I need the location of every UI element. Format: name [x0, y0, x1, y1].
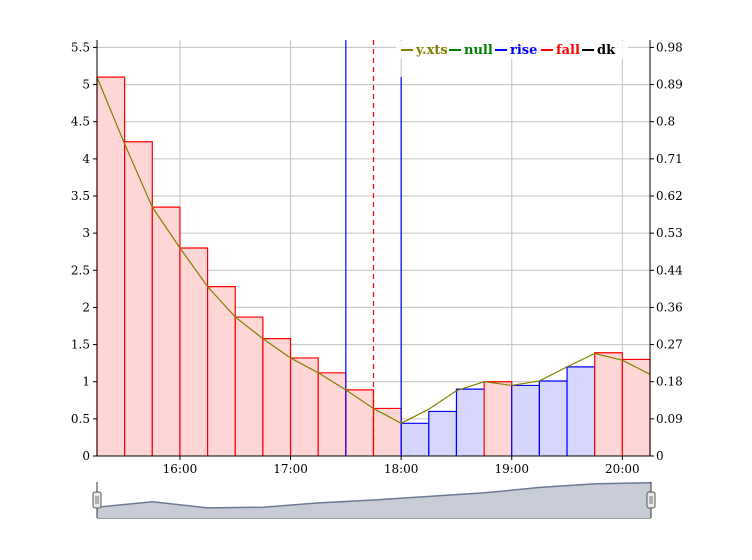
series-line-yxts [96, 76, 651, 424]
range-right-handle[interactable] [646, 491, 656, 509]
y-left-tick-label: 3 [82, 226, 90, 240]
y-left-tick-label: 0.5 [71, 412, 90, 426]
legend-label: null [464, 43, 493, 58]
fall-step-fill [97, 77, 125, 457]
y-left-tick-label: 1.5 [71, 338, 90, 352]
y-right-tick-label: 0.62 [656, 189, 683, 203]
legend-label: fall [556, 43, 580, 58]
x-tick-label: 20:00 [605, 462, 640, 476]
legend-label: y.xts [415, 43, 448, 58]
y-left-tick-label: 2 [82, 300, 90, 314]
legend-label: rise [510, 43, 537, 58]
legend-label: dk [597, 43, 616, 58]
x-tick-label: 17:00 [273, 462, 308, 476]
fall-step-fill [262, 338, 291, 456]
fall-step-fill [345, 389, 374, 456]
y-right-tick-label: 0.18 [656, 375, 683, 389]
y-left-tick-label: 5.5 [71, 40, 90, 54]
legend: y.xts null rise fall dk [396, 41, 628, 59]
y-left-tick-label: 3.5 [71, 189, 90, 203]
y-left-tick-label: 5 [82, 78, 90, 92]
y-left-tick-label: 0 [82, 449, 90, 463]
y-right-tick-label: 0.8 [656, 115, 675, 129]
y-right-tick-label: 0.89 [656, 78, 683, 92]
y-right-tick-label: 0.09 [656, 412, 683, 426]
y-right-tick-label: 0.98 [656, 40, 683, 54]
x-tick-label: 16:00 [163, 462, 198, 476]
fall-step-fill [207, 286, 236, 456]
event-lines [345, 40, 402, 456]
rise-step-fill [511, 385, 540, 456]
x-tick-label: 18:00 [384, 462, 419, 476]
range-line [96, 481, 652, 509]
step-fills [96, 76, 651, 457]
fall-step-fill [235, 317, 263, 456]
y-right-tick-label: 0.71 [656, 152, 683, 166]
y-right-tick-label: 0.27 [656, 338, 683, 352]
axes: 0 0.5 1 1.5 2 2.5 3 3.5 4 4.5 5 5.5 0 0.09 0.18 0.27 0.3… [71, 40, 683, 476]
rise-step-fill [567, 366, 595, 456]
fall-step-fill [594, 352, 623, 456]
fall-step-fill [484, 381, 512, 456]
rise-step-fill [401, 423, 429, 456]
y-right-tick-label: 0.53 [656, 226, 683, 240]
rise-step-fill [539, 380, 568, 456]
range-selector [92, 481, 656, 519]
fall-step-fill [124, 141, 153, 456]
fall-step-fill [152, 207, 180, 456]
range-left-handle[interactable] [92, 491, 102, 509]
y-left-tick-label: 1 [82, 375, 90, 389]
rise-step-fill [456, 389, 485, 456]
fall-step-fill [290, 357, 319, 456]
fall-step-fill [622, 359, 650, 456]
y-left-tick-label: 4 [82, 152, 90, 166]
series-line [96, 76, 651, 424]
y-right-tick-label: 0 [656, 449, 664, 463]
y-right-tick-label: 0.44 [656, 263, 683, 277]
rise-step-fill [428, 411, 457, 456]
legend-box [396, 41, 628, 59]
fall-step-fill [318, 372, 346, 456]
fall-step-fill [179, 248, 208, 456]
y-left-tick-label: 4.5 [71, 115, 90, 129]
y-right-tick-label: 0.36 [656, 300, 683, 314]
y-left-tick-label: 2.5 [71, 263, 90, 277]
x-tick-label: 19:00 [494, 462, 529, 476]
